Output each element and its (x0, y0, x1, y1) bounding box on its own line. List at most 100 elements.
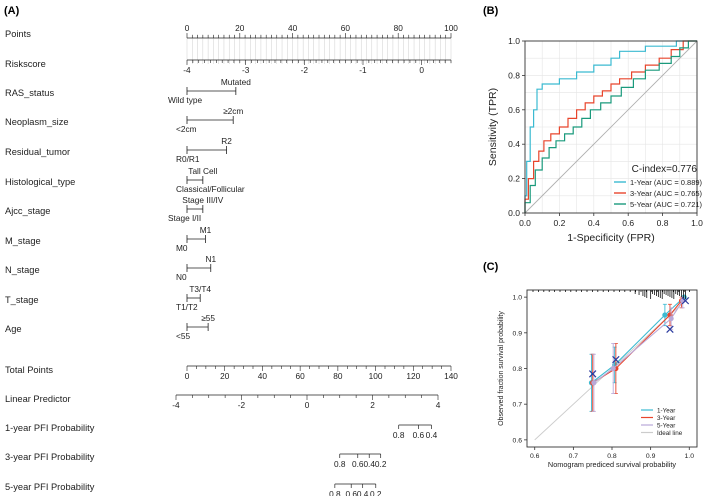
roc-y-tick-label: 0.6 (508, 105, 520, 115)
roc-y-axis-label: Sensitivity (TPR) (487, 88, 499, 166)
calibration-x-tick-label: 0.8 (607, 453, 617, 460)
riskscore-tick-label: -3 (242, 65, 250, 75)
roc-panel: 0.0 0.2 0.4 0.6 0.8 1.0 0.0 0.2 0.4 0.6 0.8 1.0 1-Sp… (487, 36, 703, 244)
panel-label-c: (C) (483, 261, 499, 273)
calibration-point (662, 312, 668, 318)
roc-x-axis-label: 1-Specificity (FPR) (567, 232, 655, 244)
nomogram-row-label: T_stage (5, 295, 39, 305)
factor-m_stage: M1 M0 (176, 225, 212, 253)
roc-x-tick-label: 0.2 (553, 218, 565, 228)
roc-x-tick-label: 0.8 (657, 218, 669, 228)
nomogram-row-label: 5-year PFI Probability (5, 482, 95, 492)
factor-histological_type: Tall Cell Classical/Follicular (176, 166, 245, 194)
factor-high-label: N1 (205, 254, 216, 264)
nomogram-row-label: RAS_status (5, 88, 54, 98)
calibration-x-tick-label: 1.0 (685, 453, 695, 460)
roc-y-tick-label: 0.2 (508, 174, 520, 184)
factor-age: ≥55 <55 (176, 313, 215, 341)
roc-series-line-2 (524, 40, 697, 213)
factor-n_stage: N1 N0 (176, 254, 216, 282)
calibration-y-tick-label: 0.7 (513, 402, 523, 409)
calibration-x-axis-label: Nomogram prediced survival probability (548, 460, 677, 469)
roc-annotation: C-index=0.776 (632, 164, 698, 175)
points-tick-label: 100 (444, 23, 458, 33)
nomogram-row-label: M_stage (5, 236, 41, 246)
linear-predictor-tick-label: -4 (172, 400, 180, 410)
points-tick-label: 60 (341, 23, 351, 33)
nomogram-row-label: Neoplasm_size (5, 117, 69, 127)
total-points-tick-label: 60 (296, 371, 306, 381)
factor-neoplasm_size: ≥2cm <2cm (176, 106, 243, 134)
calibration-x-tick-label: 0.6 (530, 453, 540, 460)
prob-tick-label: 0.4 (357, 489, 369, 496)
calibration-y-tick-label: 0.9 (513, 330, 523, 337)
riskscore-tick-label: 0 (419, 65, 424, 75)
factor-low-label: T1/T2 (176, 302, 198, 312)
calibration-x-marker (681, 296, 690, 305)
roc-y-tick-label: 0.4 (508, 139, 520, 149)
calibration-x-marker-stroke (612, 355, 620, 364)
total-points-tick-label: 0 (185, 371, 190, 381)
roc-legend-entry: 3-Year (AUC = 0.765) (630, 189, 703, 198)
nomogram-panel: Points Riskscore RAS_status Neoplasm_size Re… (5, 23, 458, 496)
calibration-y-axis-label: Observed fraction survival probability (498, 311, 505, 426)
calibration-x-tick-label: 0.9 (646, 453, 656, 460)
prob-tick-label: 0.2 (375, 459, 387, 469)
calibration-point (591, 380, 597, 386)
prob-row: 0.8 0.6 0.4 0.2 (329, 483, 382, 496)
calibration-legend-entry: 1-Year (657, 407, 675, 414)
linear-predictor-tick-label: -2 (238, 400, 246, 410)
calibration-x-marker (612, 355, 620, 364)
points-tick-label: 80 (394, 23, 404, 33)
prob-tick-label: 0.8 (329, 489, 341, 496)
prob-row: 0.8 0.6 0.4 (393, 424, 438, 440)
calibration-legend-entry: Ideal line (657, 430, 683, 437)
roc-y-tick-label: 1.0 (508, 36, 520, 46)
calibration-legend-entry: 5-Year (657, 422, 675, 429)
nomogram-row-label: Linear Predictor (5, 394, 71, 404)
total-points-tick-label: 100 (369, 371, 383, 381)
factor-high-label: ≥2cm (223, 106, 243, 116)
prob-row: 0.8 0.6 0.4 0.2 (334, 453, 387, 469)
nomogram-row-label: Ajcc_stage (5, 206, 50, 216)
roc-reference-line (524, 40, 698, 214)
nomogram-row-label: 3-year PFI Probability (5, 452, 95, 462)
calibration-line (593, 300, 684, 384)
total-points-tick-label: 140 (444, 371, 458, 381)
nomogram-gridlines (186, 34, 452, 64)
factor-high-label: Tall Cell (188, 166, 217, 176)
factor-low-label: <2cm (176, 124, 197, 134)
linear-predictor-tick-label: 2 (370, 400, 375, 410)
calibration-legend-entry: 3-Year (657, 415, 675, 422)
prob-tick-label: 0.8 (334, 459, 346, 469)
roc-legend-entry: 5-Year (AUC = 0.721) (630, 200, 703, 209)
calibration-x-marker-stroke (681, 296, 690, 305)
calibration-x-marker-stroke (588, 370, 597, 378)
factor-low-label: <55 (176, 331, 190, 341)
calibration-panel: 0.6 0.7 0.8 0.9 1.0 0.6 0.7 0.8 0.9 1.0 Nomogram p… (498, 289, 698, 469)
panel-label-a: (A) (4, 5, 20, 17)
prob-tick-label: 0.8 (393, 430, 405, 440)
roc-x-tick-label: 0.0 (519, 218, 531, 228)
total-points-tick-label: 40 (258, 371, 268, 381)
points-tick-label: 40 (288, 23, 298, 33)
factor-low-label: Stage I/II (168, 213, 201, 223)
nomogram-row-label: Total Points (5, 365, 53, 375)
roc-x-tick-label: 0.4 (588, 218, 600, 228)
factor-high-label: R2 (221, 136, 232, 146)
factor-low-label: M0 (176, 243, 188, 253)
riskscore-tick-label: -2 (301, 65, 309, 75)
roc-x-tick-label: 0.6 (622, 218, 634, 228)
total-points-tick-label: 20 (220, 371, 230, 381)
prob-tick-label: 0.4 (426, 430, 438, 440)
factor-high-label: ≥55 (201, 313, 215, 323)
roc-series-line-1 (524, 40, 697, 213)
roc-legend-entry: 1-Year (AUC = 0.889) (630, 178, 703, 187)
nomogram-row-label: Residual_tumor (5, 147, 70, 157)
calibration-rug (532, 290, 690, 299)
factor-high-label: T3/T4 (189, 284, 211, 294)
prob-tick-label: 0.6 (413, 430, 425, 440)
calibration-point (668, 315, 674, 322)
roc-series-line-3 (524, 40, 697, 213)
